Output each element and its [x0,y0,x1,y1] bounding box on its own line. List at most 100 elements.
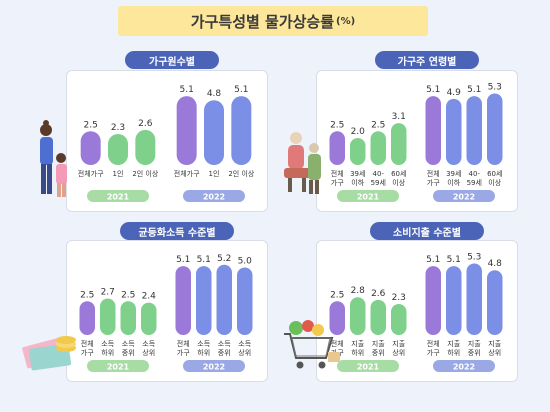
year-pill [337,190,399,202]
category-label: 가구 [331,178,344,187]
category-label: 이상 [488,178,501,187]
year-pill [183,190,245,202]
panel-spending-level [316,240,518,382]
chart-household-size: 2.5 전체가구 2.3 1인 2.6 2인 이상 2021 5.1 전체가구 4.8 1인 5.1 2… [78,85,255,202]
category-label: 지출 [488,339,501,348]
category-label: 소득 [122,340,135,348]
category-label: 지출 [351,339,364,348]
bar [446,98,462,165]
bar [370,131,386,165]
category-label: 소득 [101,340,114,348]
year-pill [433,360,495,372]
category-label: 2인 이상 [132,169,159,178]
category-label: 상위 [488,348,501,357]
pill-householder-age: 가구주 연령별 [375,51,479,69]
category-label: 39세 [350,169,365,178]
category-label: 전체가구 [174,169,200,178]
value-label: 5.1 [426,255,440,265]
value-label: 2.5 [121,290,135,300]
year-label: 2022 [453,193,475,202]
category-label: 전체 [331,339,344,348]
pill-household-size: 가구원수별 [125,51,219,69]
category-label: 지출 [392,339,405,348]
value-label: 2.5 [330,120,344,130]
category-label: 전체 [427,169,440,178]
category-label: 1인 [209,169,220,178]
value-label: 2.3 [392,293,406,303]
category-label: 전체 [81,339,94,348]
bar [391,123,407,165]
bar [487,93,503,165]
panel-income-level [66,240,268,382]
year-label: 2021 [107,193,130,202]
value-label: 5.1 [467,85,481,95]
bar [100,298,116,335]
value-label: 2.6 [371,289,386,299]
main-title-text: 가구특성별 물가상승률 [190,12,335,31]
category-label: 중위 [372,349,385,357]
value-label: 5.1 [447,255,461,265]
bar [204,100,224,165]
chart-householder-age: 2.5전체가구2.039세이하2.540-59세3.160세이상20215.1전… [329,82,503,202]
year-label: 2021 [107,363,130,372]
value-label: 4.8 [207,89,222,99]
category-label: 중위 [218,349,231,357]
year-label: 2021 [357,193,380,202]
bar [350,297,366,335]
category-label: 가구 [427,178,440,187]
value-label: 5.1 [234,85,248,95]
value-label: 5.0 [238,257,253,267]
year-label: 2021 [357,363,380,372]
category-label: 지출 [447,339,460,348]
value-label: 2.4 [142,292,157,302]
bar [487,270,503,335]
year-pill [183,360,245,372]
value-label: 5.3 [467,252,481,262]
year-pill [87,190,149,202]
category-label: 상위 [238,348,251,357]
category-label: 소득 [197,340,210,348]
pill-spending-level: 소비지출 수준별 [370,222,484,240]
category-label: 60세 [391,169,406,178]
year-label: 2022 [453,363,475,372]
category-label: 지출 [468,339,481,348]
category-label: 전체 [427,339,440,348]
value-label: 5.3 [488,82,502,92]
category-label: 가구 [427,348,440,357]
bar [391,303,407,335]
main-title: 가구특성별 물가상승률 (%) [118,6,428,36]
value-label: 2.5 [330,290,344,300]
bar [196,266,212,335]
category-label: 가구 [81,348,94,357]
value-label: 4.8 [488,259,503,269]
category-label: 이하 [447,178,460,187]
bar [329,131,345,165]
category-label: 전체가구 [78,169,104,178]
category-label: 소득 [142,340,155,348]
category-label: 40- [469,170,481,178]
value-label: 5.1 [180,85,194,95]
value-label: 2.7 [101,288,115,298]
value-label: 2.8 [351,286,366,296]
elderly-family-illustration [284,132,321,194]
bar [466,263,482,335]
bar [370,299,386,335]
category-label: 하위 [351,348,364,357]
bar [176,96,197,165]
bar [120,301,136,335]
category-label: 하위 [197,348,210,357]
value-label: 2.0 [351,127,366,137]
year-pill [337,360,399,372]
value-label: 2.3 [111,123,125,133]
bar [466,96,482,165]
year-label: 2022 [203,193,225,202]
value-label: 5.1 [426,85,440,95]
category-label: 하위 [447,348,460,357]
value-label: 3.1 [392,112,406,122]
bar [350,138,366,165]
bar [79,301,95,335]
category-label: 상위 [392,348,405,357]
category-label: 이상 [392,178,405,187]
family-illustration [40,120,67,197]
category-label: 가구 [177,348,190,357]
